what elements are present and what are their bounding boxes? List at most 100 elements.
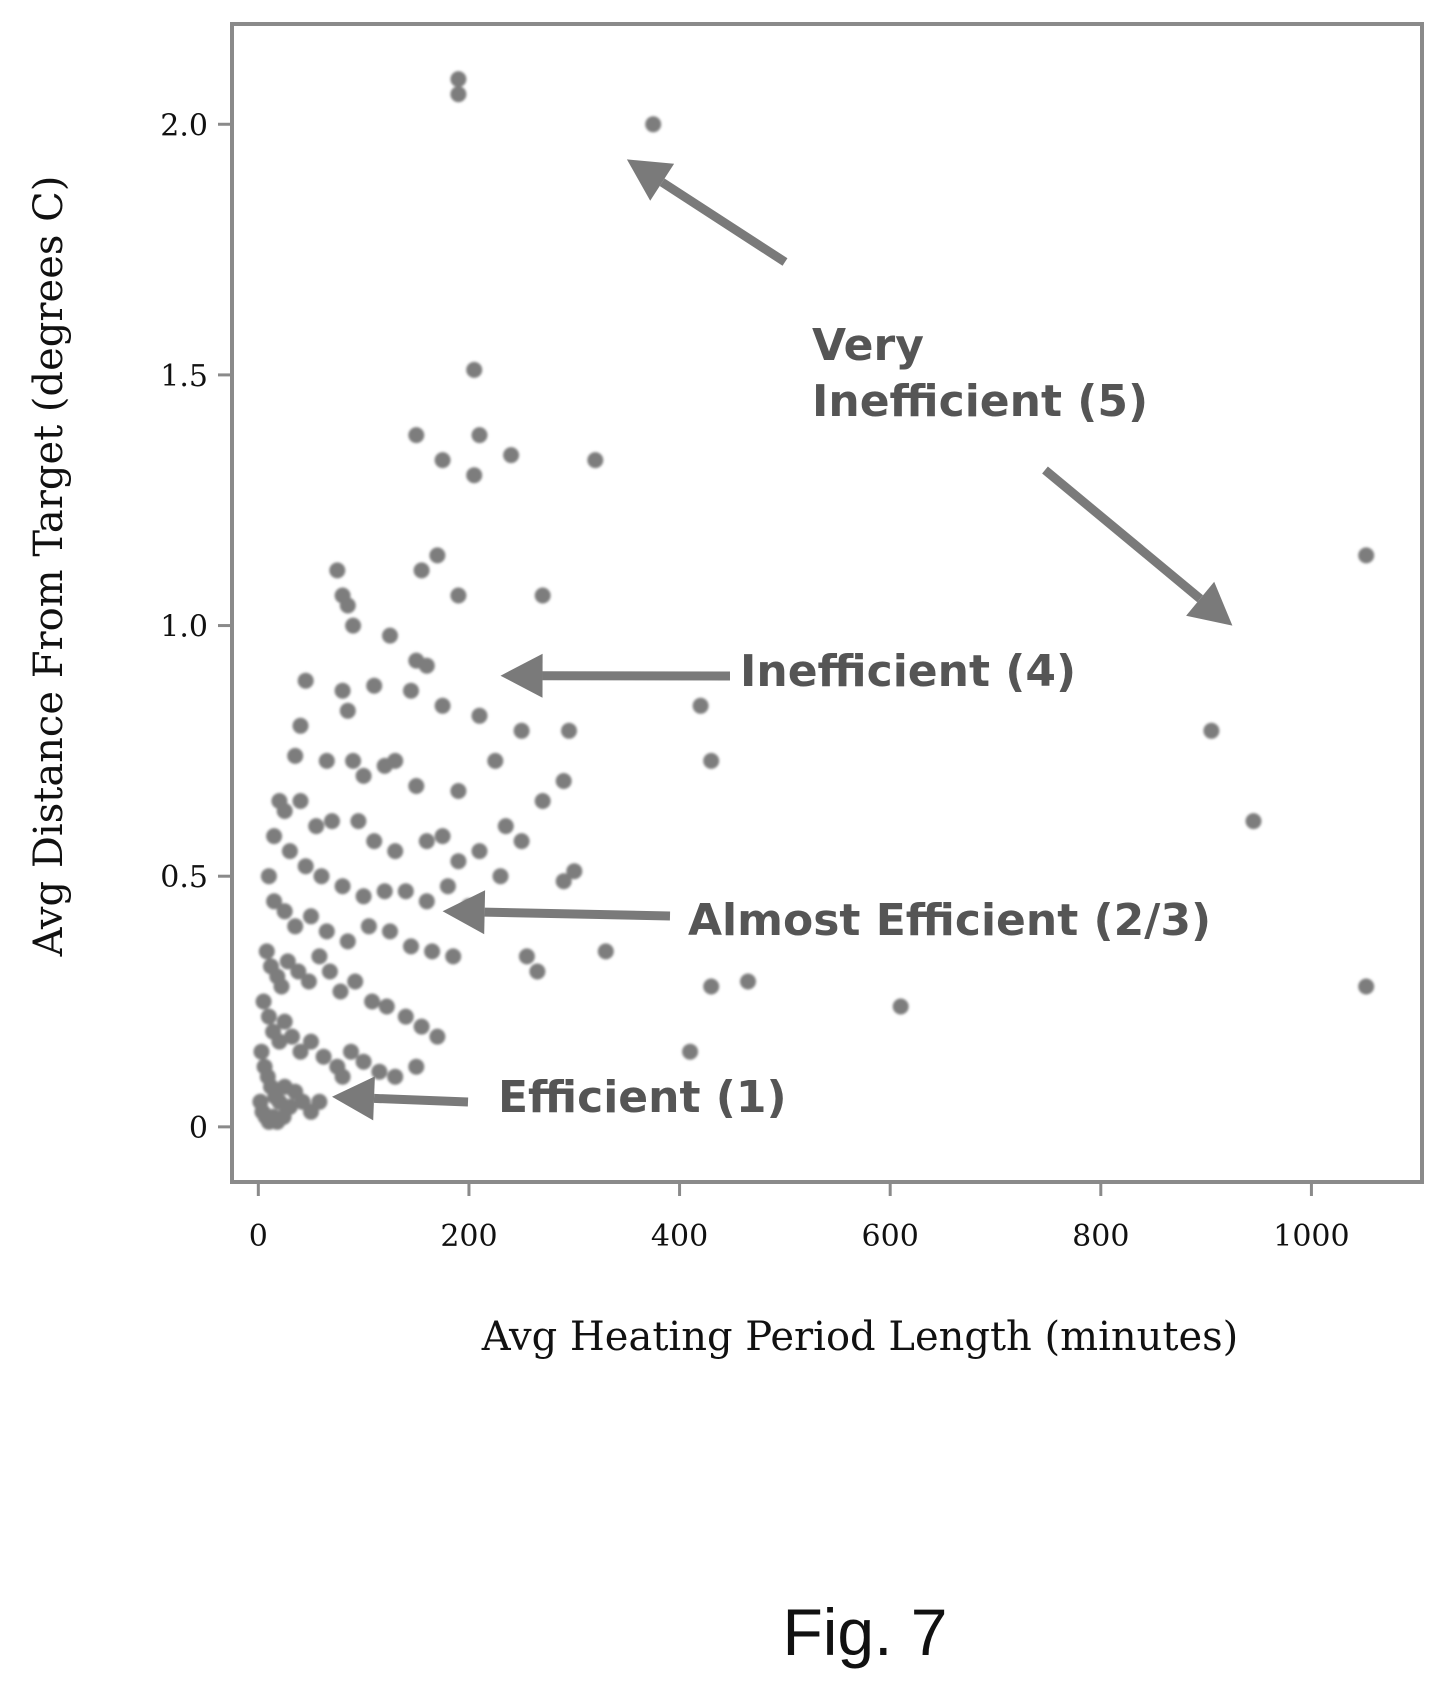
data-point	[343, 1043, 359, 1060]
data-point	[387, 752, 404, 769]
data-point	[300, 973, 317, 990]
data-point	[334, 1068, 351, 1085]
data-point	[279, 953, 296, 970]
data-point	[271, 1033, 288, 1050]
data-point	[276, 903, 293, 920]
data-point	[329, 562, 346, 579]
data-point	[434, 828, 451, 845]
data-point	[466, 361, 483, 378]
data-point	[497, 818, 514, 835]
data-point	[555, 773, 572, 789]
data-point	[355, 1053, 372, 1070]
annotation-label: Inefficient (5)	[812, 376, 1148, 427]
x-axis-title: Avg Heating Period Length (minutes)	[481, 1314, 1239, 1360]
data-point	[382, 627, 398, 644]
data-point	[561, 722, 577, 739]
data-point	[266, 828, 283, 845]
data-point	[1245, 813, 1262, 830]
data-point	[471, 427, 488, 444]
data-point	[366, 677, 383, 694]
data-point	[318, 752, 335, 769]
annotation-arrow-shaft	[373, 1093, 469, 1107]
x-ticks: 0 200 400 600 800 1000	[249, 1182, 1350, 1254]
data-point	[339, 933, 356, 950]
y-ticks: 0 0.5 1.0 1.5 2.0	[160, 108, 232, 1146]
data-point	[334, 682, 351, 699]
data-point	[253, 1043, 270, 1060]
data-point	[518, 948, 535, 965]
data-point	[445, 948, 462, 965]
x-tick-label: 200	[440, 1219, 497, 1254]
data-point	[1358, 547, 1375, 564]
data-point	[387, 1068, 404, 1085]
data-point	[292, 793, 309, 809]
data-point	[334, 878, 351, 895]
data-point	[529, 963, 546, 980]
data-point	[318, 923, 335, 940]
data-point	[378, 998, 395, 1015]
data-point	[303, 908, 319, 925]
annotation-arrow-shaft	[484, 907, 671, 921]
annotation-arrow-shaft	[659, 178, 788, 266]
data-point	[1358, 978, 1375, 995]
data-point	[260, 1008, 277, 1025]
data-point	[376, 883, 393, 900]
data-point	[408, 778, 425, 794]
data-point	[360, 918, 377, 935]
data-point	[892, 998, 909, 1015]
data-point	[555, 873, 572, 890]
data-point	[740, 973, 756, 990]
data-point	[339, 702, 356, 719]
data-point	[321, 963, 338, 980]
data-point	[566, 863, 583, 880]
data-point	[413, 562, 430, 579]
data-point	[292, 1043, 309, 1060]
data-point	[324, 813, 340, 830]
data-point	[350, 813, 367, 830]
data-point	[345, 617, 362, 634]
data-point	[450, 853, 467, 870]
data-point	[308, 818, 325, 835]
annotation-label: Efficient (1)	[498, 1072, 787, 1123]
data-point	[276, 803, 293, 819]
data-point	[281, 843, 298, 860]
data-point	[597, 943, 614, 960]
data-point	[703, 978, 720, 995]
data-point	[387, 843, 404, 860]
data-point	[703, 752, 720, 769]
annotation-label: Inefficient (4)	[740, 646, 1076, 697]
x-tick-label: 400	[651, 1219, 708, 1254]
annotation-label: Almost Efficient (2/3)	[688, 895, 1211, 946]
data-point	[408, 1058, 425, 1075]
x-tick-label: 800	[1072, 1219, 1129, 1254]
data-point	[534, 793, 551, 809]
data-point	[403, 682, 419, 699]
data-point	[287, 747, 304, 764]
data-point	[355, 888, 372, 905]
data-point	[429, 547, 446, 564]
x-tick-label: 0	[249, 1219, 268, 1254]
data-point	[313, 868, 330, 885]
x-tick-label: 600	[862, 1219, 919, 1254]
data-point	[418, 893, 435, 910]
data-point	[292, 717, 309, 734]
annotation-arrow-head	[626, 159, 675, 201]
y-tick-label: 0.5	[160, 860, 208, 895]
data-point	[303, 1033, 319, 1050]
annotation-arrow-head	[332, 1076, 375, 1121]
data-point	[534, 587, 551, 604]
data-point	[645, 116, 662, 133]
data-point	[434, 697, 451, 714]
data-point	[450, 71, 467, 88]
data-point	[347, 973, 364, 990]
data-point	[424, 943, 441, 960]
data-point	[466, 467, 483, 484]
data-point	[290, 963, 307, 980]
data-point	[255, 993, 272, 1010]
y-tick-label: 1.0	[160, 610, 208, 645]
data-point	[311, 948, 328, 965]
y-tick-label: 0	[189, 1111, 208, 1146]
data-point	[311, 1093, 328, 1110]
